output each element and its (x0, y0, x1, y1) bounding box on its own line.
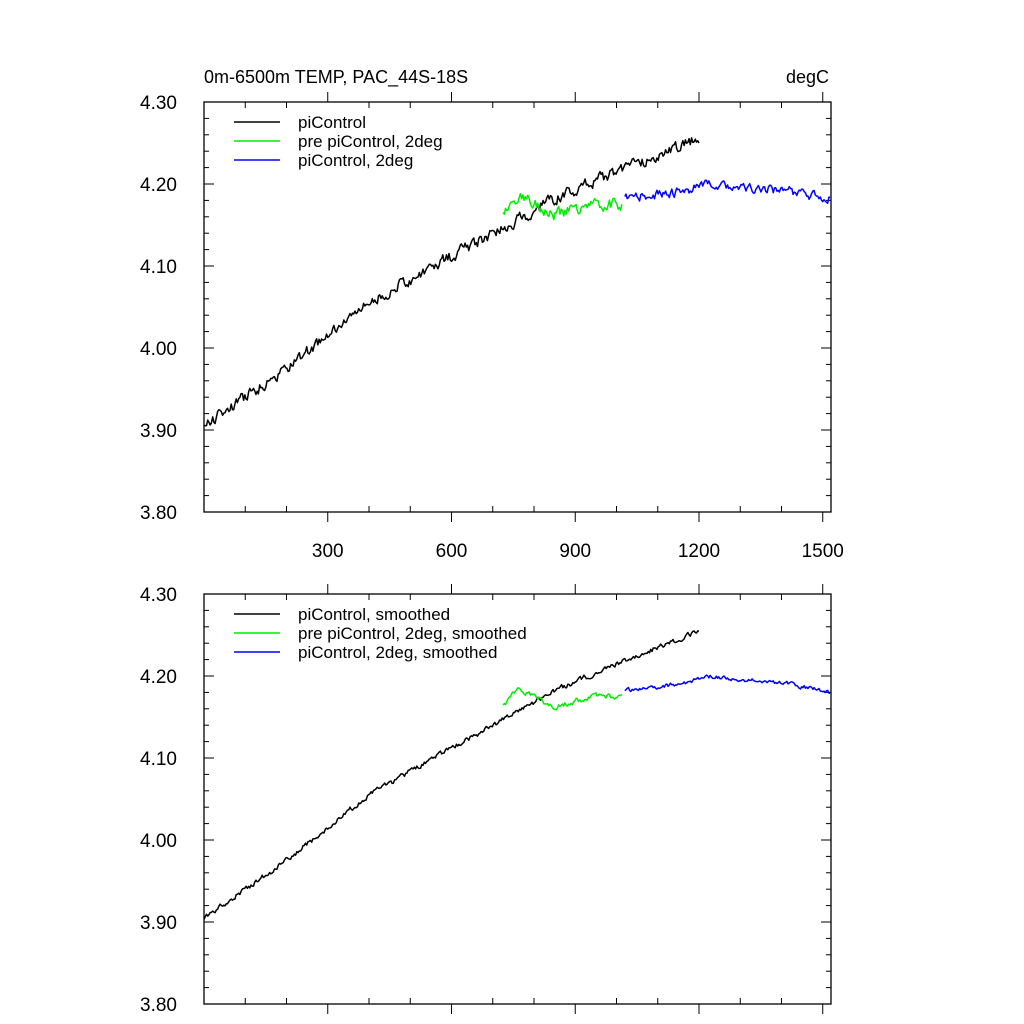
y-tick-label: 4.30 (140, 585, 177, 606)
y-tick-label: 3.80 (140, 995, 177, 1016)
y-tick-label: 4.20 (140, 667, 177, 688)
series-line-2 (624, 674, 831, 695)
bottom-panel: 3.80 3.90 4.00 4.10 4.20 4.30 piControl, smoo… (140, 584, 832, 1016)
panel-title: 0m-6500m TEMP, PAC_44S-18S (204, 67, 468, 88)
y-tick-label: 4.30 (140, 93, 177, 114)
y-tick-label: 4.10 (140, 749, 177, 770)
legend-label: piControl, smoothed (298, 605, 450, 624)
y-tick-label: 3.90 (140, 421, 177, 442)
y-tick-label: 4.00 (140, 831, 177, 852)
legend-label: piControl, 2deg (298, 151, 413, 170)
series-line-1 (502, 192, 623, 221)
legend-label: piControl (298, 113, 366, 132)
x-tick-label: 300 (312, 541, 344, 562)
legend-label: pre piControl, 2deg (298, 132, 443, 151)
series-lines (203, 630, 831, 920)
x-tick-label: 900 (559, 541, 591, 562)
top-panel: 0m-6500m TEMP, PAC_44S-18S degC 3.80 3.90… (140, 67, 844, 562)
x-tick-label: 1500 (802, 541, 844, 562)
plot-frame (203, 101, 832, 513)
legend-label: pre piControl, 2deg, smoothed (298, 624, 527, 643)
y-tick-label: 4.20 (140, 175, 177, 196)
axis-ticks: 3.80 3.90 4.00 4.10 4.20 4.30 300 600 900 1200 150… (140, 92, 844, 562)
series-line-1 (502, 687, 623, 711)
legend-label: piControl, 2deg, smoothed (298, 643, 497, 662)
y-tick-label: 4.00 (140, 339, 177, 360)
y-tick-label: 3.80 (140, 503, 177, 524)
units-label: degC (786, 67, 829, 87)
x-tick-label: 1200 (678, 541, 720, 562)
series-line-0 (203, 137, 700, 427)
x-tick-label: 600 (436, 541, 468, 562)
y-tick-label: 3.90 (140, 913, 177, 934)
series-lines (203, 137, 831, 427)
y-tick-label: 4.10 (140, 257, 177, 278)
plot-frame (203, 593, 832, 1005)
series-line-2 (624, 179, 831, 204)
series-line-0 (203, 630, 700, 920)
